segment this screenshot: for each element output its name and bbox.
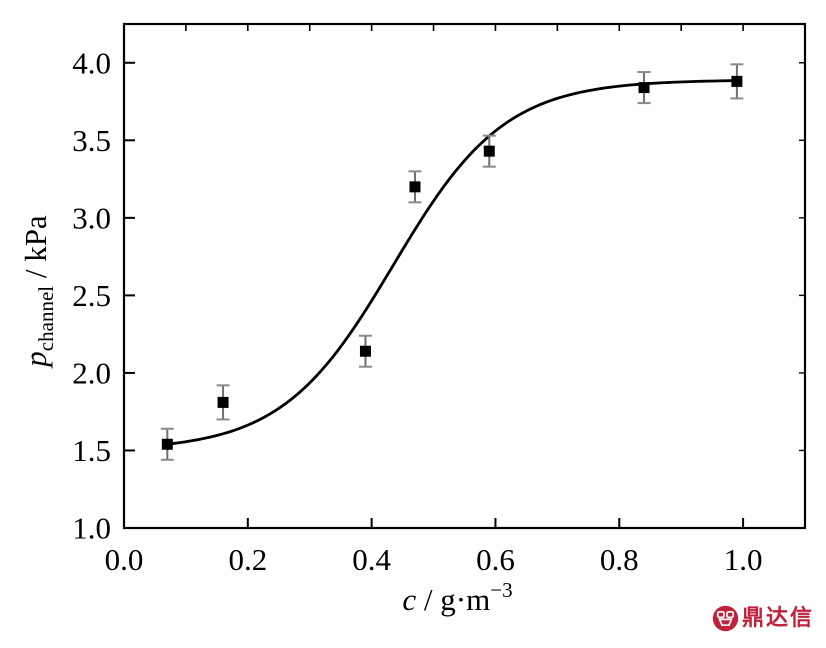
- data-point-marker: [731, 75, 743, 87]
- y-tick-label: 4.0: [72, 45, 111, 80]
- y-tick-label: 2.0: [72, 355, 111, 390]
- x-tick-label: 0.2: [228, 542, 267, 577]
- plot-frame: [122, 22, 807, 530]
- x-tick-label: 0.6: [476, 542, 515, 577]
- y-tick-label: 1.0: [72, 511, 111, 546]
- x-tick-label: 1.0: [724, 542, 763, 577]
- data-point-marker: [409, 181, 421, 193]
- x-tick-label: 0.8: [600, 542, 639, 577]
- dingdaxin-logo-icon: [712, 605, 739, 632]
- x-tick-label: 0.0: [105, 542, 144, 577]
- y-tick-label: 2.5: [72, 278, 111, 313]
- data-point-marker: [217, 396, 229, 408]
- y-tick-label: 3.5: [72, 123, 111, 158]
- data-point-marker: [359, 345, 371, 357]
- x-tick-label: 0.4: [352, 542, 391, 577]
- y-tick-label: 1.5: [72, 433, 111, 468]
- x-axis-title: c / g·m−3: [402, 578, 512, 617]
- data-point-marker: [483, 145, 495, 157]
- data-point-marker: [638, 82, 650, 94]
- y-axis-title: pchannel / kPa: [18, 215, 58, 369]
- watermark-logo: 鼎达信: [712, 605, 814, 632]
- fit-curve: [165, 79, 739, 446]
- y-tick-label: 3.0: [72, 200, 111, 235]
- data-point-marker: [161, 438, 173, 450]
- watermark-text: 鼎达信: [742, 606, 815, 631]
